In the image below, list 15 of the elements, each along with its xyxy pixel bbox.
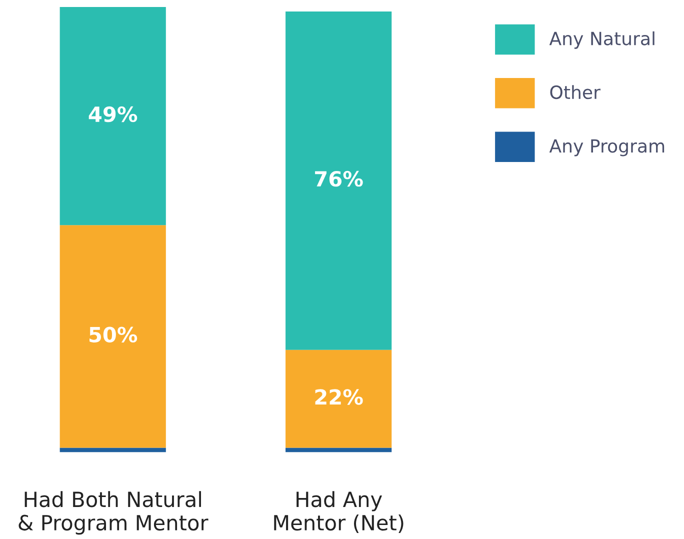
data-label: 49%	[88, 106, 138, 122]
data-label: 50%	[90, 326, 138, 343]
bar	[60, 448, 166, 452]
bar	[286, 11, 392, 350]
data-label: 76%	[315, 170, 363, 187]
legend-label: Any Program	[549, 139, 664, 156]
legend-label: Any Natural	[549, 31, 654, 49]
legend-label: Other	[550, 85, 600, 100]
bar	[60, 7, 166, 226]
x-tick-label: Had Both Natural & Program Mentor	[18, 491, 208, 535]
bar	[286, 448, 392, 452]
data-label: 22%	[315, 389, 363, 405]
x-tick-label: Had Any Mentor (Net)	[274, 491, 404, 534]
bar	[286, 350, 392, 448]
bar	[60, 225, 166, 448]
